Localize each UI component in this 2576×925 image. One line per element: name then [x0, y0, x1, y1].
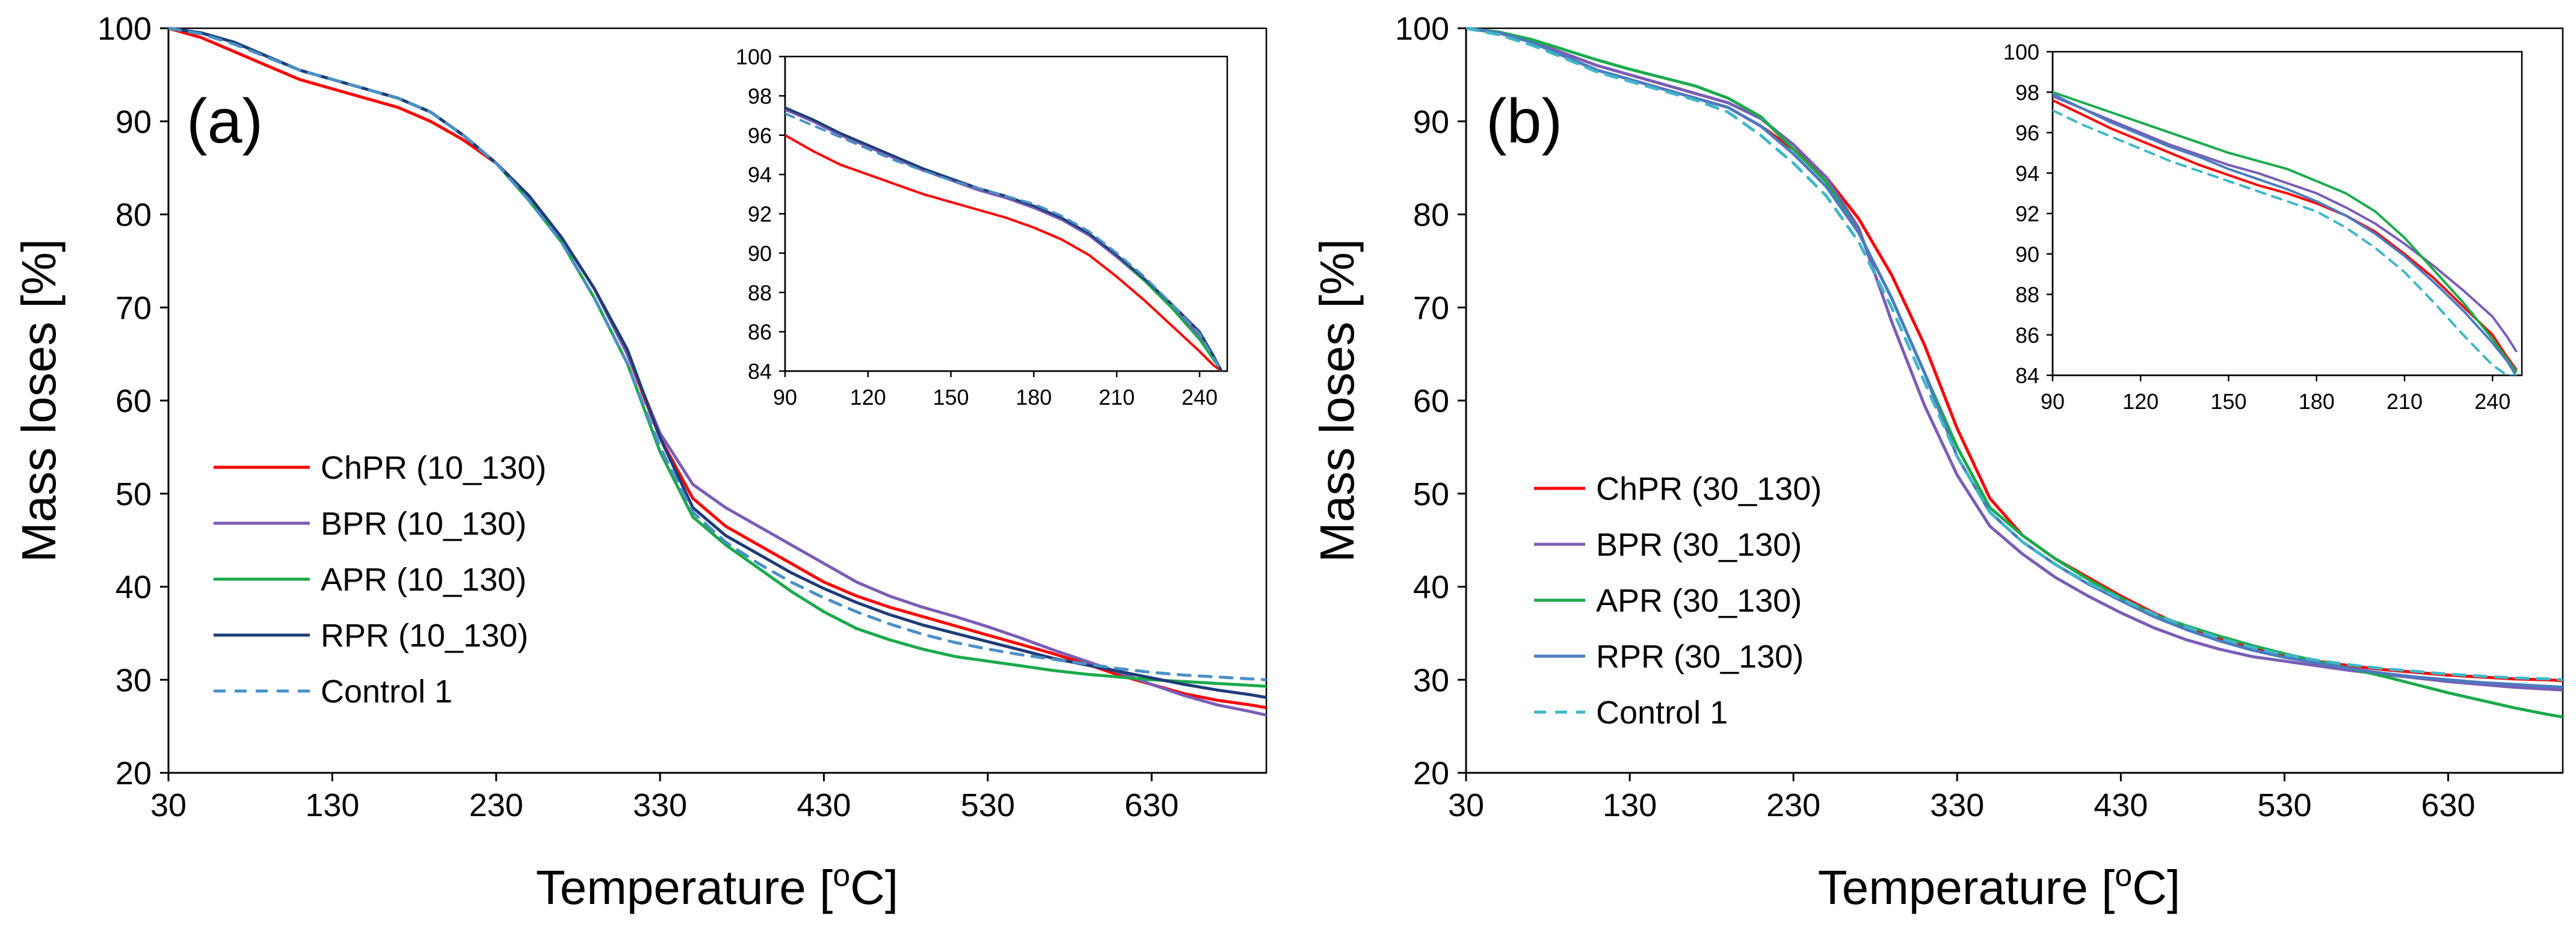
- x-tick-label: 630: [1124, 787, 1179, 823]
- x-tick-label: 530: [2257, 787, 2311, 823]
- inset-series-line: [2053, 109, 2518, 375]
- series-line: [168, 26, 1266, 681]
- inset-x-tick-label: 120: [2122, 389, 2158, 414]
- inset-x-tick-label: 180: [1015, 385, 1052, 410]
- inset-y-tick-label: 86: [748, 320, 772, 345]
- inset-y-tick-label: 92: [2015, 201, 2039, 226]
- x-tick-label: 330: [633, 787, 687, 823]
- inset-x-tick-label: 150: [933, 385, 969, 410]
- legend-entry-label: Control 1: [1596, 695, 1728, 731]
- inset-series-line: [785, 108, 1223, 371]
- y-tick-label: 40: [1413, 570, 1449, 606]
- y-tick-label: 20: [116, 755, 152, 791]
- x-tick-label: 130: [305, 787, 359, 823]
- y-tick-label: 30: [1413, 662, 1449, 698]
- x-tick-label: 430: [797, 787, 851, 823]
- inset-y-tick-label: 100: [736, 45, 772, 69]
- x-tick-label: 630: [2421, 787, 2475, 823]
- legend-entry-label: RPR (30_130): [1596, 639, 1804, 675]
- inset-y-tick-label: 96: [2015, 121, 2039, 146]
- inset-y-tick-label: 96: [748, 123, 772, 148]
- x-axis-title: Temperature [oC]: [536, 858, 898, 914]
- inset-y-tick-label: 94: [2015, 161, 2039, 186]
- inset-series-line: [2053, 99, 2518, 370]
- y-tick-label: 50: [116, 476, 152, 512]
- y-tick-label: 90: [116, 104, 152, 140]
- chart-panel-a: 30 130 230 330 430 530 63020304050607080901009…: [12, 11, 1268, 914]
- y-tick-label: 70: [116, 290, 152, 326]
- legend-entry-label: RPR (10_130): [321, 618, 528, 654]
- panel-label: (b): [1486, 87, 1562, 156]
- legend-entry-label: ChPR (30_130): [1596, 471, 1822, 507]
- inset-y-tick-label: 84: [748, 359, 772, 384]
- legend: ChPR (10_130) BPR (10_130) APR (10_130) RPR…: [214, 450, 546, 710]
- inset-series-line: [2053, 91, 2518, 373]
- legend: ChPR (30_130) BPR (30_130) APR (30_130) RPR…: [1534, 471, 1822, 731]
- y-tick-label: 60: [116, 383, 152, 419]
- series-line: [1466, 26, 2563, 681]
- y-tick-label: 20: [1413, 755, 1449, 791]
- x-tick-label: 130: [1603, 787, 1657, 823]
- legend-entry-label: Control 1: [321, 674, 452, 710]
- inset-y-tick-label: 98: [748, 84, 772, 108]
- inset-x-tick-label: 120: [850, 385, 886, 410]
- x-tick-label: 230: [1766, 787, 1820, 823]
- inset-y-tick-label: 86: [2015, 323, 2039, 348]
- inset-x-tick-label: 90: [773, 385, 797, 410]
- y-tick-label: 70: [1413, 290, 1449, 326]
- inset-series-line: [2053, 95, 2518, 352]
- x-tick-label: 330: [1930, 787, 1984, 823]
- inset-frame: [784, 55, 1228, 372]
- inset-y-tick-label: 100: [2003, 40, 2039, 64]
- x-tick-label: 230: [469, 787, 523, 823]
- inset-frame: [2051, 51, 2523, 376]
- x-tick-label: 30: [150, 787, 186, 823]
- panel-label: (a): [186, 87, 263, 156]
- inset-y-tick-label: 88: [2015, 283, 2039, 307]
- y-tick-label: 90: [1413, 104, 1449, 140]
- inset-y-tick-label: 90: [748, 241, 772, 266]
- inset-y-tick-label: 98: [2015, 80, 2039, 105]
- x-tick-label: 30: [1448, 787, 1484, 823]
- inset-x-tick-label: 240: [1182, 385, 1218, 410]
- legend-entry-label: ChPR (10_130): [321, 450, 546, 486]
- y-tick-label: 100: [97, 11, 152, 47]
- legend-entry-label: BPR (30_130): [1596, 527, 1802, 563]
- inset-x-tick-label: 90: [2041, 389, 2065, 414]
- legend-entry-label: BPR (10_130): [321, 506, 526, 542]
- inset-x-tick-label: 240: [2474, 389, 2510, 414]
- inset-y-tick-label: 92: [748, 202, 772, 227]
- y-axis-title: Mass loses [%]: [1310, 239, 1364, 562]
- inset-x-tick-label: 180: [2299, 389, 2335, 414]
- y-tick-label: 80: [116, 197, 152, 233]
- inset-x-tick-label: 210: [2386, 389, 2423, 414]
- inset-series-line: [785, 134, 1223, 371]
- inset-x-tick-label: 210: [1098, 385, 1135, 410]
- y-tick-label: 50: [1413, 476, 1449, 512]
- y-tick-label: 100: [1395, 11, 1449, 47]
- y-tick-label: 30: [116, 662, 152, 698]
- chart-panel-b: 30 130 230 330 430 530 63020304050607080901009…: [1310, 11, 2564, 914]
- series-line: [1466, 26, 2563, 719]
- x-tick-label: 430: [2094, 787, 2148, 823]
- inset-y-tick-label: 88: [748, 280, 772, 305]
- legend-entry-label: APR (10_130): [321, 562, 526, 598]
- inset-y-tick-label: 90: [2015, 242, 2039, 266]
- x-tick-label: 530: [961, 787, 1015, 823]
- inset-y-tick-label: 84: [2015, 363, 2039, 388]
- inset-y-tick-label: 94: [748, 162, 772, 187]
- y-axis-title: Mass loses [%]: [12, 239, 66, 562]
- inset-series-line: [785, 112, 1223, 371]
- y-tick-label: 80: [1413, 197, 1449, 233]
- inset-series-line: [2053, 93, 2518, 375]
- legend-entry-label: APR (30_130): [1596, 583, 1802, 619]
- inset-x-tick-label: 150: [2210, 389, 2246, 414]
- y-tick-label: 60: [1413, 383, 1449, 419]
- x-axis-title: Temperature [oC]: [1818, 858, 2180, 914]
- y-tick-label: 40: [116, 570, 152, 606]
